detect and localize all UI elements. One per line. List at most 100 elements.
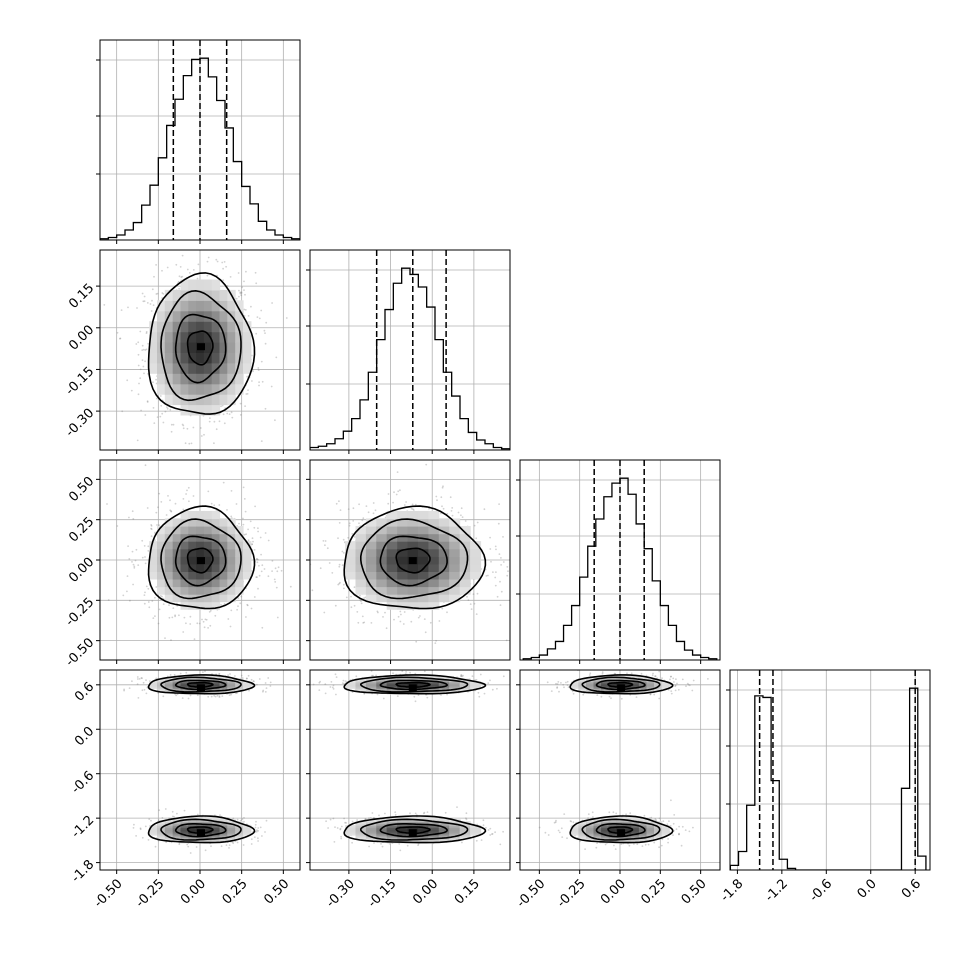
sample-point [137,393,140,396]
sample-point [188,272,191,274]
sample-point [240,291,243,294]
density-cell [196,321,205,333]
density-cell [203,684,213,687]
density-cell [227,300,236,312]
sample-point [131,561,133,563]
density-cell [376,586,388,595]
sample-point [132,827,135,829]
sample-point [331,572,334,574]
sample-point [243,533,246,536]
sample-point [362,622,365,624]
sample-point [146,400,149,403]
density-cell [172,578,182,588]
density-cell [365,594,377,603]
density-cell [188,289,197,301]
density-cell [397,548,409,557]
sample-point [147,601,150,603]
density-cell [164,684,174,687]
sample-point [253,596,256,598]
sample-point [218,673,221,675]
sample-point [150,524,153,526]
sample-point [188,442,191,445]
density-cell [428,556,440,565]
density-cell [211,342,221,353]
sample-point [187,845,190,848]
sample-point [247,539,250,542]
density-cell [355,526,367,535]
sample-point [143,594,146,596]
sample-point [152,381,154,384]
density-contour [160,289,242,402]
sample-point [277,566,280,569]
sample-point [203,626,206,629]
sample-point [144,591,146,594]
sample-point [363,621,366,624]
density-cell [188,533,197,542]
sample-point [179,672,182,675]
sample-point [106,503,108,505]
sample-point [153,275,155,278]
density-cell [219,578,228,588]
sample-point [265,819,268,822]
density-cell [149,685,158,688]
density-cell [149,548,158,557]
density-cell [149,352,158,364]
sample-point [185,622,187,625]
sample-point [252,680,255,682]
sample-point [147,545,150,548]
density-cell [196,279,205,291]
sample-point [246,393,249,395]
sample-point [192,426,195,429]
sample-point [139,828,142,831]
density-cell [149,571,158,580]
sample-point [255,830,258,833]
density-cell [188,526,197,535]
sample-point [144,349,147,351]
density-cell [365,518,377,527]
sample-point [210,502,213,505]
scatter-panel-2-1 [306,459,511,664]
sample-point [405,501,407,503]
density-peak [197,343,205,351]
sample-point [353,604,356,607]
sample-point [269,681,272,684]
sample-point [372,502,375,504]
density-cell [188,331,197,343]
sample-point [450,510,453,512]
histogram-step [730,687,927,870]
density-cell [428,518,440,527]
sample-point [461,516,464,518]
sample-point [131,510,134,513]
sample-point [178,614,180,617]
sample-point [348,524,351,527]
sample-point [263,329,266,332]
sample-point [229,276,232,278]
sample-point [500,564,502,566]
sample-point [222,481,225,484]
density-cell [172,383,182,395]
sample-point [157,506,159,509]
sample-point [196,813,199,816]
density-cell [376,594,388,603]
sample-point [466,595,468,598]
sample-point [502,536,504,538]
sample-point [435,639,437,642]
sample-point [489,548,492,550]
sample-point [139,368,142,371]
sample-point [136,683,139,686]
density-cell [188,300,197,312]
density-cell [203,578,213,588]
sample-point [168,604,170,606]
density-cell [235,556,244,565]
density-cell [203,373,213,385]
density-cell [157,678,166,681]
density-cell [180,578,189,588]
sample-point [256,316,259,318]
sample-point [243,308,246,311]
density-cell [243,352,252,364]
sample-point [252,540,254,543]
sample-point [257,840,259,842]
density-cell [365,563,377,572]
sample-point [397,490,400,493]
sample-point [438,620,441,622]
